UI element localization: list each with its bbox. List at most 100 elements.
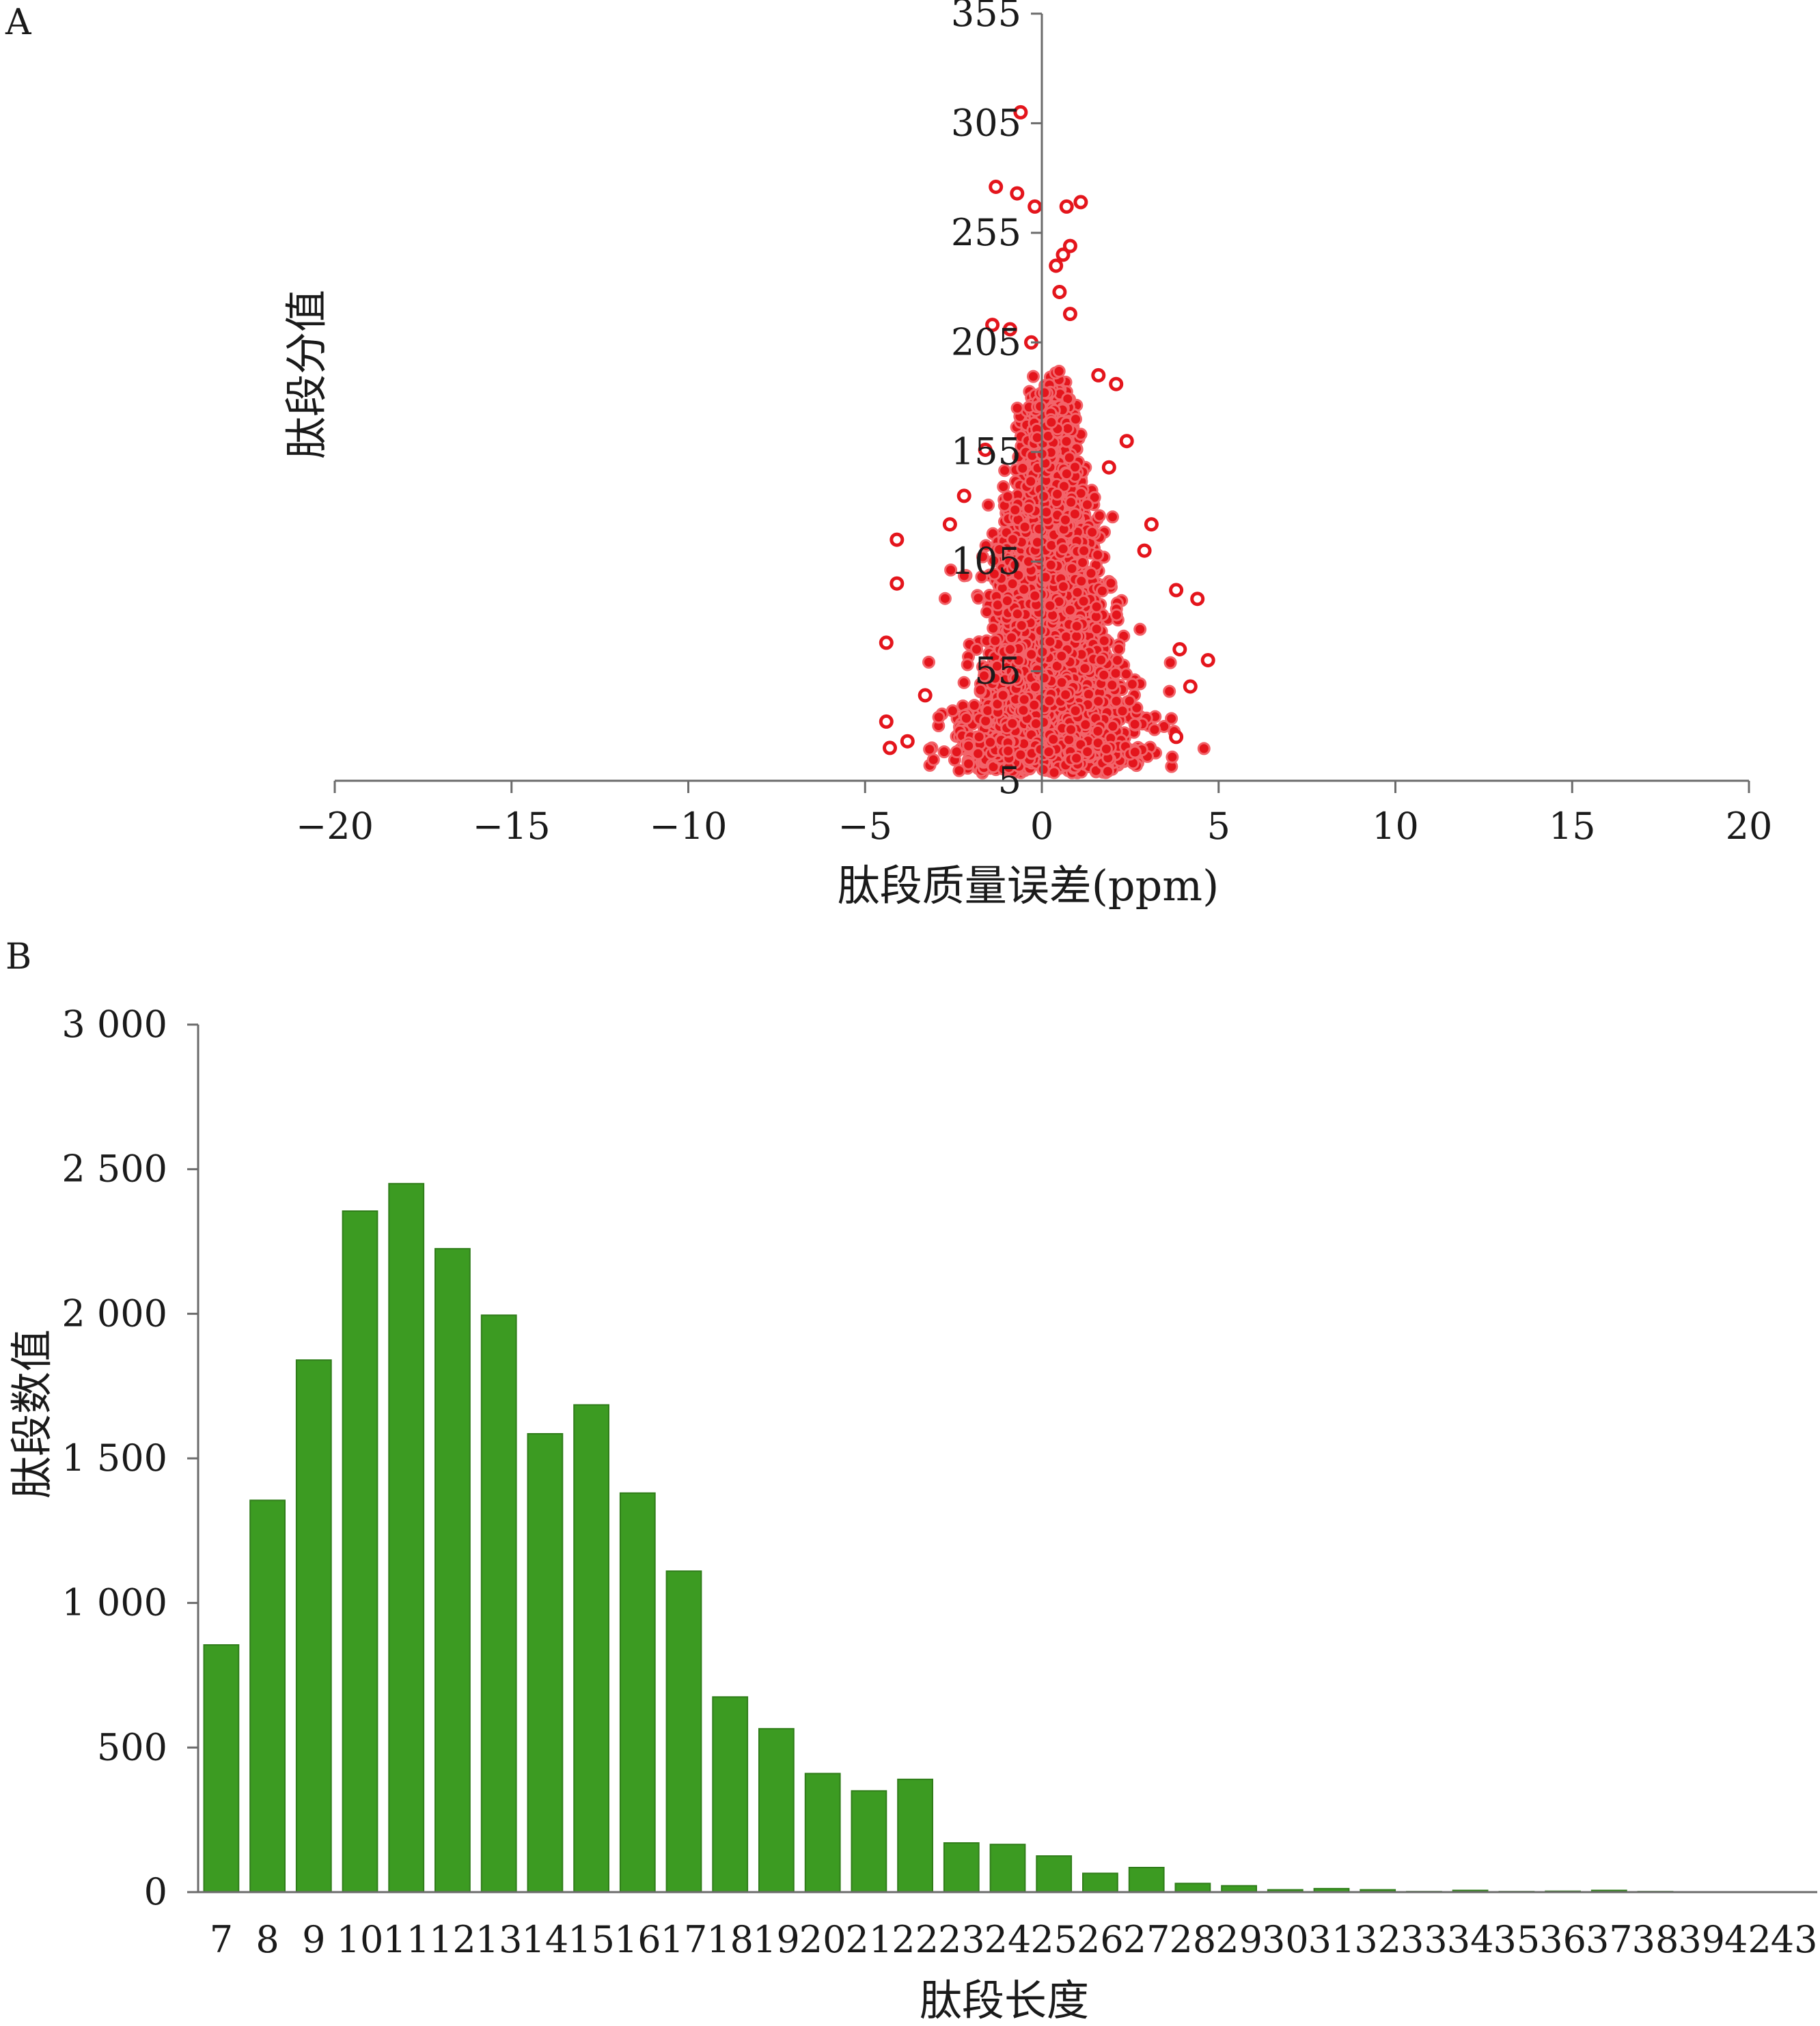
scatter-point <box>922 655 935 669</box>
scatter-point <box>1082 687 1095 701</box>
scatter-point <box>1010 402 1024 415</box>
x-tick-label: −10 <box>650 805 728 848</box>
scatter-point <box>1034 624 1047 637</box>
scatter-point <box>1163 656 1177 669</box>
y-tick-label: 355 <box>951 0 1021 35</box>
scatter-point <box>1002 744 1015 758</box>
scatter-point <box>956 488 971 503</box>
x-tick-label: 43 <box>1771 1918 1818 1961</box>
y-tick-label: 1 500 <box>61 1437 167 1480</box>
scatter-point <box>1163 684 1176 698</box>
scatter-point <box>1055 650 1068 663</box>
scatter-point <box>1125 678 1139 691</box>
scatter-point <box>942 517 957 532</box>
scatter-point <box>1028 199 1043 214</box>
scatter-point <box>1069 413 1082 426</box>
scatter-point <box>1197 742 1211 755</box>
scatter-point <box>1025 648 1038 661</box>
scatter-point <box>1104 577 1118 590</box>
x-tick-label: 14 <box>522 1918 569 1961</box>
scatter-point <box>967 699 981 712</box>
scatter-point <box>1144 517 1159 532</box>
bar-y-axis-title: 肽段数值 <box>7 1329 57 1499</box>
scatter-point <box>1078 662 1092 676</box>
scatter-point <box>1077 544 1091 557</box>
scatter-point <box>1076 556 1090 569</box>
scatter-point <box>971 592 985 605</box>
y-tick-label: 500 <box>97 1725 167 1768</box>
x-tick-label: 38 <box>1632 1918 1679 1961</box>
x-tick-label: 25 <box>1030 1918 1077 1961</box>
scatter-point <box>1109 608 1123 622</box>
scatter-point <box>1059 199 1074 214</box>
scatter-point <box>1092 695 1105 708</box>
scatter-point <box>950 745 963 759</box>
scatter-point <box>1101 460 1116 475</box>
scatter-x-axis-title: 肽段质量误差(ppm) <box>838 861 1219 911</box>
y-tick-label: 155 <box>951 430 1021 473</box>
scatter-point <box>1133 622 1147 636</box>
bar <box>712 1696 749 1893</box>
scatter-point <box>1047 732 1060 746</box>
scatter-point <box>1032 523 1046 536</box>
scatter-point <box>890 576 905 591</box>
scatter-point <box>1165 712 1178 725</box>
x-tick-label: 9 <box>302 1918 325 1961</box>
y-tick-label: 3 000 <box>61 1003 167 1046</box>
scatter-point <box>1017 704 1030 717</box>
scatter-point <box>998 464 1012 477</box>
bar <box>989 1844 1026 1893</box>
scatter-point <box>1111 654 1125 667</box>
scatter-point <box>1075 574 1088 588</box>
scatter-point <box>1112 642 1126 656</box>
scatter-point <box>890 532 905 547</box>
bar <box>619 1492 656 1893</box>
scatter-point <box>1010 186 1025 201</box>
panel-a: A −20 −15 −10 −5 0 5 10 15 20 555105155205255305… <box>5 0 1772 911</box>
x-tick-label: 10 <box>337 1918 384 1961</box>
scatter-point <box>1090 600 1103 613</box>
scatter-point <box>952 764 966 777</box>
panel-a-label: A <box>5 2 32 43</box>
bar <box>665 1570 702 1893</box>
x-tick-label: 5 <box>1207 805 1230 848</box>
scatter-point <box>1059 688 1073 702</box>
bar <box>1082 1872 1118 1893</box>
scatter-point <box>879 635 894 650</box>
x-tick-label: 32 <box>1354 1918 1401 1961</box>
scatter-point <box>1169 583 1184 598</box>
x-tick-label: 34 <box>1447 1918 1494 1961</box>
scatter-point <box>1056 247 1071 262</box>
bar <box>249 1499 286 1893</box>
scatter-point <box>1101 764 1114 778</box>
scatter-point <box>1091 724 1105 738</box>
scatter-point <box>1064 723 1077 736</box>
scatter-point <box>944 564 958 577</box>
bar <box>388 1182 425 1893</box>
scatter-point <box>1068 704 1082 717</box>
scatter-point <box>1006 717 1019 730</box>
y-tick-label: 0 <box>144 1870 167 1913</box>
scatter-point <box>1037 490 1051 503</box>
scatter-point <box>961 658 974 671</box>
x-tick-label: 20 <box>799 1918 846 1961</box>
bar <box>527 1433 564 1893</box>
scatter-point <box>1064 495 1078 509</box>
x-tick-label: 42 <box>1724 1918 1771 1961</box>
x-tick-label: 27 <box>1123 1918 1170 1961</box>
bar <box>897 1778 933 1893</box>
scatter-point <box>1060 467 1073 481</box>
scatter-point <box>938 592 952 605</box>
x-tick-label: 21 <box>846 1918 893 1961</box>
scatter-point <box>1029 717 1043 730</box>
scatter-point <box>1084 566 1098 580</box>
x-tick-label: 15 <box>1549 805 1596 848</box>
scatter-point <box>976 550 989 564</box>
scatter-point <box>987 554 1001 568</box>
scatter-point <box>1122 694 1136 708</box>
scatter-point <box>1116 704 1129 718</box>
bar <box>342 1210 378 1893</box>
x-tick-label: 22 <box>892 1918 939 1961</box>
x-tick-label: 23 <box>938 1918 985 1961</box>
